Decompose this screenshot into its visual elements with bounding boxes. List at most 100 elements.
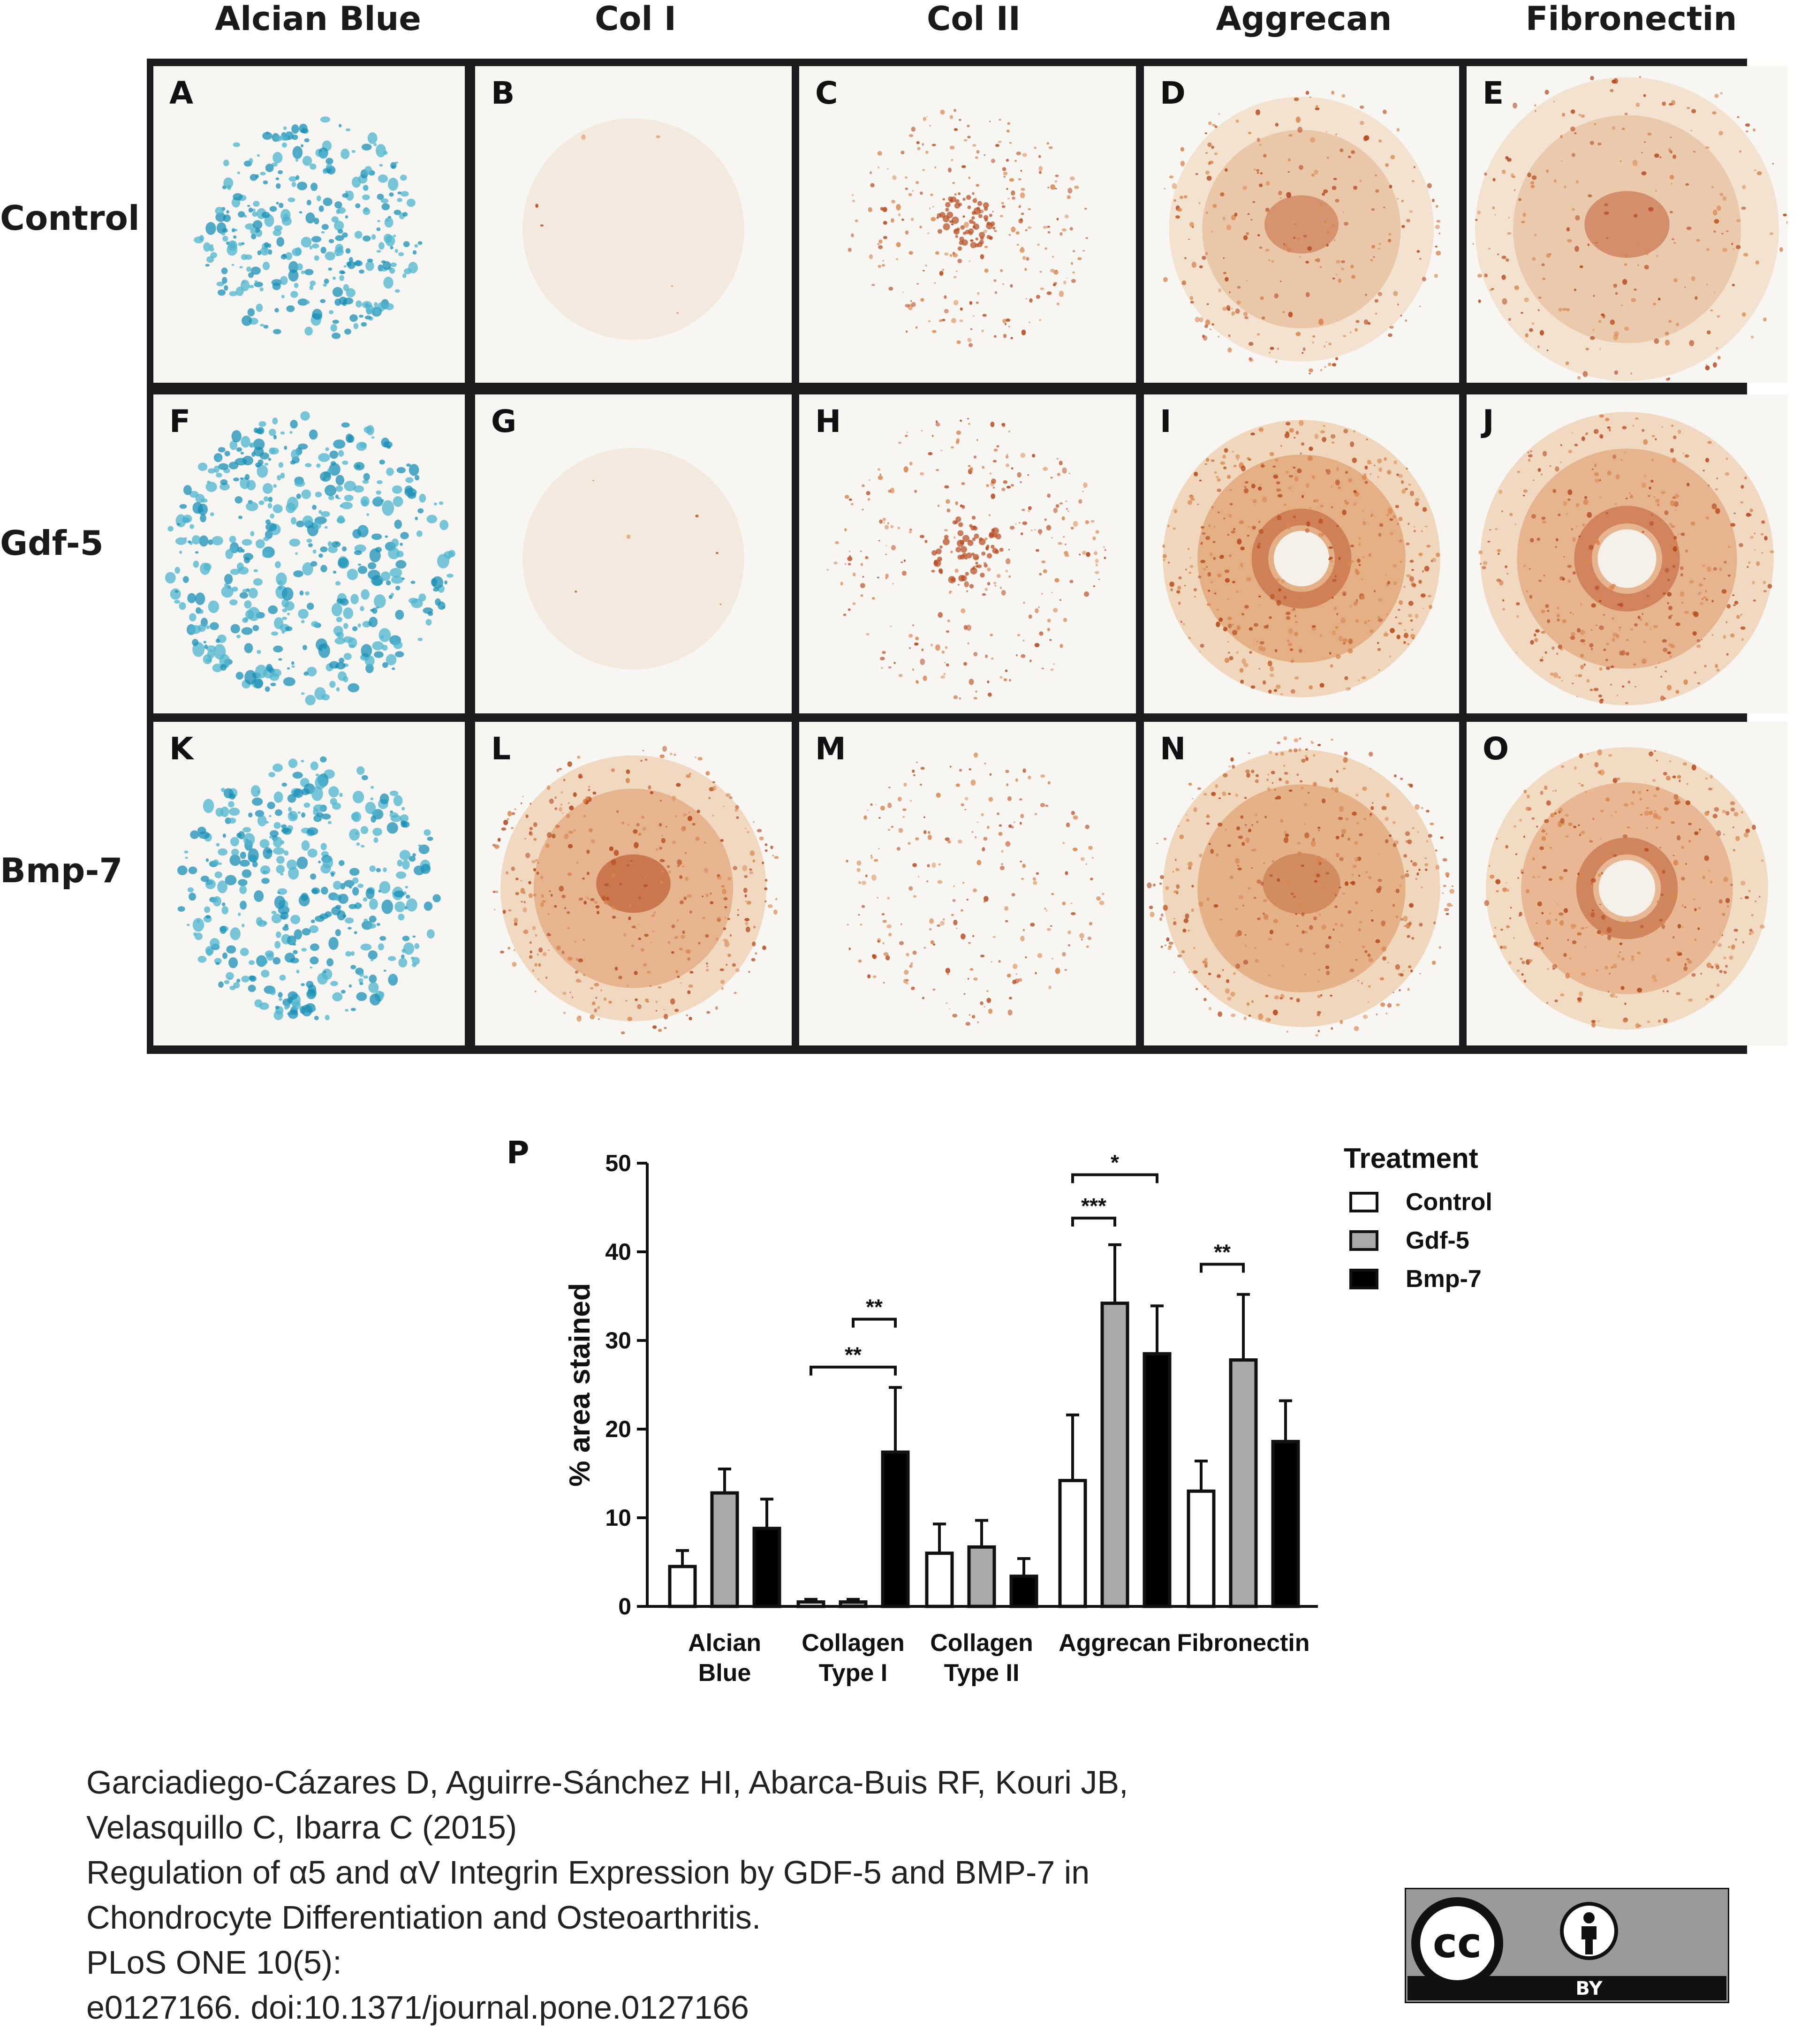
panel-letter: E xyxy=(1483,75,1504,111)
citation-line: Chondrocyte Differentiation and Osteoart… xyxy=(86,1899,761,1936)
micrograph-panel: K xyxy=(153,722,465,1045)
micrograph-image xyxy=(522,447,744,670)
micrograph-panel: H xyxy=(799,394,1136,713)
column-header-aggrecan: Aggrecan xyxy=(1216,0,1392,38)
micrograph-panel: J xyxy=(1467,394,1787,713)
micrograph-panel: N xyxy=(1144,722,1459,1045)
significance-label: ** xyxy=(1214,1240,1231,1264)
micrograph-panel: F xyxy=(153,394,465,713)
y-tick-label: 0 xyxy=(618,1593,631,1620)
panel-letter: M xyxy=(815,731,846,767)
panel-letter: I xyxy=(1160,403,1172,439)
significance-label: ** xyxy=(866,1295,883,1319)
x-category-label: Type II xyxy=(944,1659,1020,1687)
significance-label: * xyxy=(1111,1151,1119,1175)
micrograph-panel: C xyxy=(799,66,1136,383)
micrograph-image xyxy=(194,116,423,339)
by-label: BY xyxy=(1575,1978,1603,1999)
citation-line: PLoS ONE 10(5): xyxy=(86,1944,342,1981)
person-icon xyxy=(1560,1902,1618,1960)
legend-label: Control xyxy=(1406,1189,1492,1216)
micrograph-image xyxy=(165,411,455,705)
bar-chart-panel-p: P % area stained 0 10 20 30 40 50 Alcian Blue Coll… xyxy=(497,1130,1576,1703)
panel-letter: L xyxy=(491,731,511,767)
row-header-control: Control xyxy=(0,198,140,238)
micrograph-image xyxy=(1478,412,1774,705)
bar xyxy=(1229,1358,1258,1608)
micrograph-image xyxy=(1162,420,1440,697)
panel-letter: F xyxy=(169,403,191,439)
micrograph-panel: O xyxy=(1467,722,1787,1045)
cc-icon-text: cc xyxy=(1433,1919,1482,1967)
micrograph-panel: I xyxy=(1144,394,1459,713)
column-header-col-i: Col I xyxy=(595,0,676,38)
bar xyxy=(796,1600,825,1608)
panel-letter: D xyxy=(1160,75,1186,111)
significance-label: ** xyxy=(845,1343,862,1367)
x-category-label: Alcian xyxy=(688,1629,761,1657)
legend-swatch xyxy=(1349,1192,1378,1212)
row-header-gdf5: Gdf-5 xyxy=(0,523,104,563)
significance-bracket xyxy=(810,1365,897,1376)
bar xyxy=(839,1600,868,1608)
x-category-label: Collagen xyxy=(930,1629,1033,1657)
micrograph-panel: B xyxy=(475,66,792,383)
bar xyxy=(668,1565,697,1608)
panel-letter: J xyxy=(1483,403,1494,439)
micrograph-panel: M xyxy=(799,722,1136,1045)
citation-line: Garciadiego-Cázares D, Aguirre-Sánchez H… xyxy=(86,1764,1128,1801)
micrograph-panel: G xyxy=(475,394,792,713)
micrograph-image xyxy=(1163,91,1441,375)
micrograph-panel: L xyxy=(475,722,792,1045)
y-tick-label: 40 xyxy=(605,1239,631,1265)
micrograph-panel: E xyxy=(1467,66,1787,383)
bar xyxy=(1100,1302,1129,1608)
bar xyxy=(1187,1489,1216,1608)
significance-bracket xyxy=(1071,1217,1116,1227)
x-category-label: Collagen xyxy=(802,1629,905,1657)
column-header-alcian-blue: Alcian Blue xyxy=(215,0,421,38)
bar xyxy=(925,1552,954,1608)
x-category-label: Aggrecan xyxy=(1059,1629,1171,1657)
y-axis-label: % area stained xyxy=(564,1283,596,1486)
citation-line: Regulation of α5 and αV Integrin Express… xyxy=(86,1854,1090,1891)
citation-block: Garciadiego-Cázares D, Aguirre-Sánchez H… xyxy=(86,1760,1446,2030)
panel-letter: B xyxy=(491,75,515,111)
citation-line: Velasquillo C, Ibarra C (2015) xyxy=(86,1809,517,1846)
micrograph-image xyxy=(846,752,1105,1026)
bar xyxy=(1271,1439,1300,1608)
bar xyxy=(967,1545,996,1608)
legend-label: Bmp-7 xyxy=(1406,1265,1482,1293)
micrograph-image xyxy=(1484,747,1768,1030)
micrograph-image xyxy=(1472,76,1787,381)
micrograph-image xyxy=(177,756,441,1021)
cc-icon: cc xyxy=(1411,1897,1503,1989)
significance-label: *** xyxy=(1081,1194,1106,1218)
significance-bracket xyxy=(852,1317,897,1328)
legend-label: Gdf-5 xyxy=(1406,1227,1469,1254)
significance-bracket xyxy=(1200,1263,1245,1273)
y-tick-label: 30 xyxy=(605,1327,631,1354)
legend-swatch xyxy=(1349,1269,1378,1289)
bar xyxy=(710,1491,739,1608)
panel-letter: A xyxy=(169,75,194,111)
panel-letter: N xyxy=(1160,731,1186,767)
x-category-label: Blue xyxy=(698,1659,751,1687)
citation-line: e0127166. doi:10.1371/journal.pone.01271… xyxy=(86,1989,749,2026)
y-tick-label: 10 xyxy=(605,1505,631,1531)
y-tick-label: 20 xyxy=(605,1416,631,1442)
legend-title: Treatment xyxy=(1344,1143,1478,1174)
column-header-col-ii: Col II xyxy=(927,0,1021,38)
micrograph-panel: A xyxy=(153,66,465,383)
x-category-label: Type I xyxy=(819,1659,887,1687)
panel-letter: H xyxy=(815,403,841,439)
legend-swatch xyxy=(1349,1230,1378,1251)
cc-by-license-badge: cc BY xyxy=(1403,1886,1731,2005)
bar xyxy=(752,1527,781,1608)
panel-letter: G xyxy=(491,403,517,439)
micrograph-image xyxy=(848,109,1089,348)
row-header-bmp7: Bmp-7 xyxy=(0,851,123,890)
micrograph-image xyxy=(826,418,1106,700)
panel-letter: K xyxy=(169,731,194,767)
